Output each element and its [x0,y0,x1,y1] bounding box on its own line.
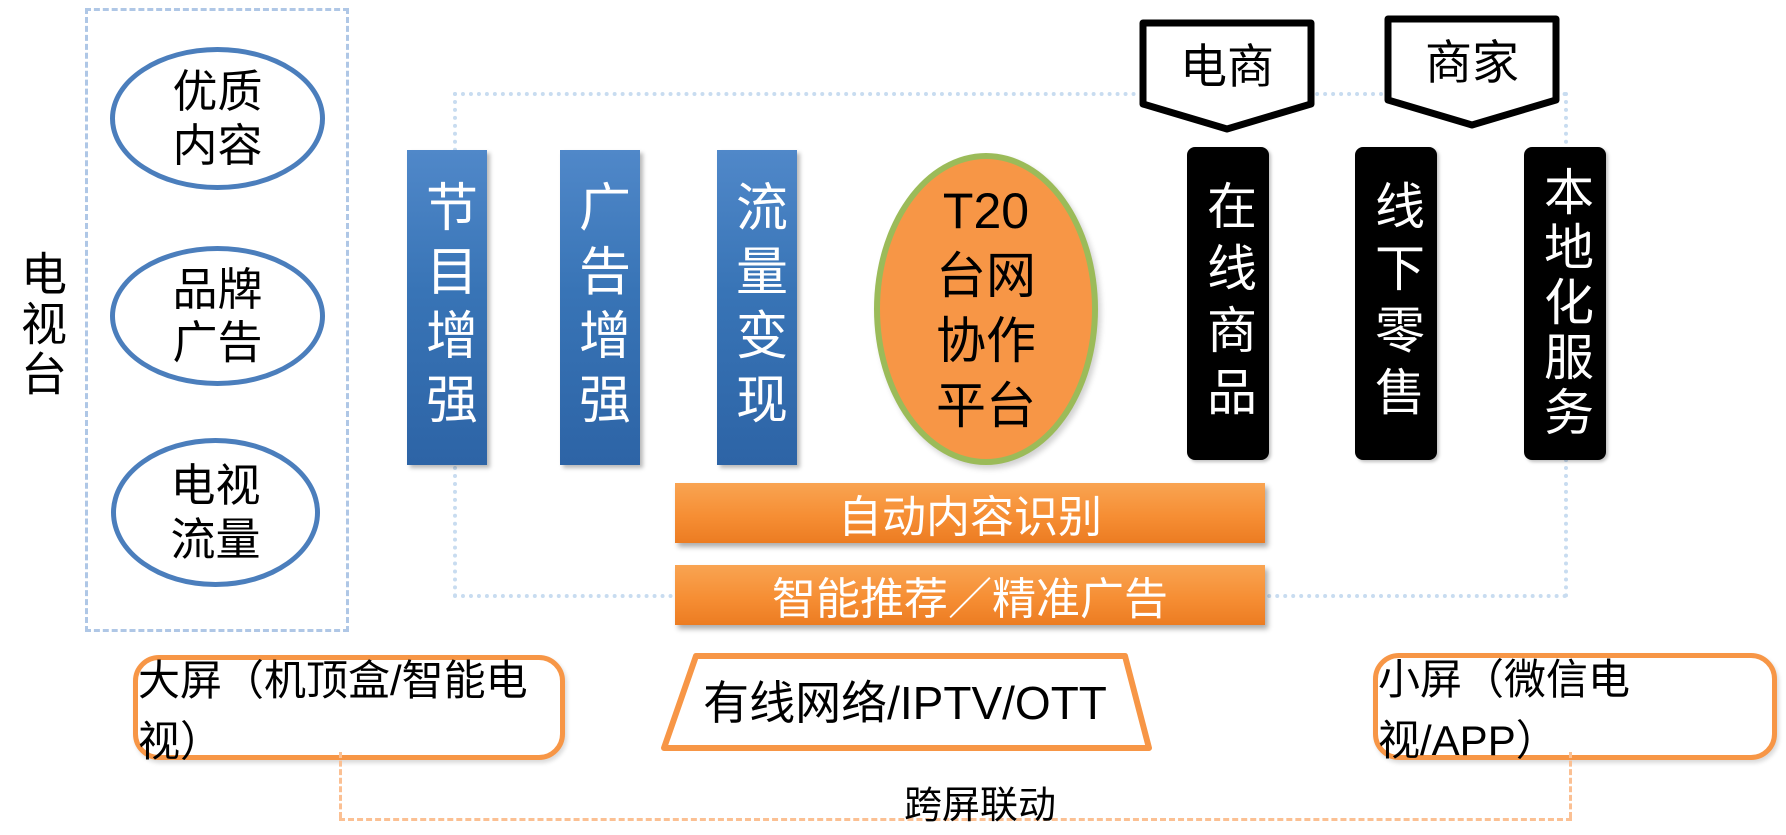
platform-line-2: 台网 [936,248,1036,304]
banner-shape-icon [1139,19,1315,133]
platform-line-1: T20 [942,183,1030,239]
content-recognition-bar: 自动内容识别 [675,483,1265,543]
cross-screen-connector-right [1569,752,1572,818]
program-enhancement-bar: 节目增强 [407,150,487,465]
cross-screen-connector-bottom [339,818,1572,821]
brand-ads-ellipse: 品牌广告 [110,246,325,386]
big-screen-box: 大屏（机顶盒/智能电视） [133,655,565,765]
network-trapezoid-label: 有线网络/IPTV/OTT [703,677,1107,729]
cross-screen-connector-left [339,752,342,818]
tv-station-label: 电视台 [15,250,67,400]
brand-ads-label: 品牌广告 [172,263,263,368]
localized-services-bar: 本地化服务 [1524,147,1606,460]
traffic-monetization-bar: 流量变现 [717,150,797,465]
small-screen-box: 小屏（微信电视/APP） [1373,653,1777,764]
tv-station-dashed-box [85,8,349,632]
banner-shape-icon [1384,15,1560,129]
platform-line-3: 协作 [936,313,1036,369]
offline-retail-bar: 线下零售 [1355,147,1437,460]
merchant-badge-label: 商家 [1425,35,1519,89]
tv-traffic-label: 电视流量 [170,460,261,565]
t20-platform-ellipse: T20 台网 协作 平台 [874,153,1098,465]
ecommerce-badge: 电商 [1138,18,1316,136]
quality-content-label: 优质内容 [172,66,263,171]
platform-line-4: 平台 [936,378,1036,434]
merchant-badge: 商家 [1383,14,1561,132]
ecommerce-badge-label: 电商 [1180,39,1274,93]
network-trapezoid-shape [661,653,1152,751]
smart-recommendation-bar: 智能推荐／精准广告 [675,565,1265,625]
online-goods-bar: 在线商品 [1187,147,1269,460]
quality-content-ellipse: 优质内容 [110,47,325,190]
ad-enhancement-bar: 广告增强 [560,150,640,465]
cross-screen-label: 跨屏联动 [903,785,1056,827]
tv-traffic-ellipse: 电视流量 [111,438,320,587]
